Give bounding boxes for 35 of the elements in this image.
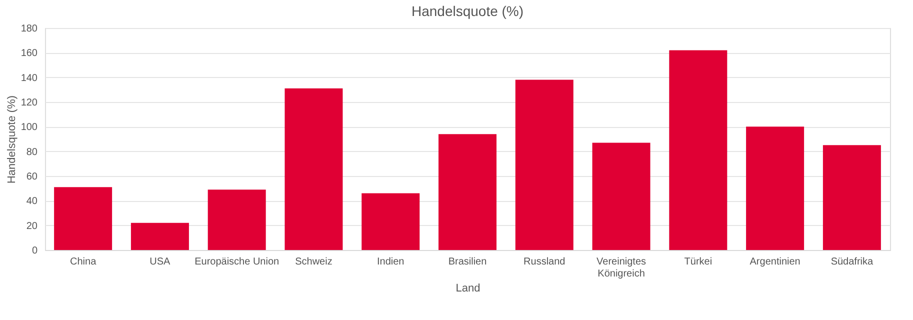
x-tick-label: Südafrika [830, 256, 874, 268]
y-tick-label: 20 [26, 220, 38, 232]
x-tick-label: Schweiz [295, 256, 332, 268]
x-tick-label: Argentinien [750, 256, 800, 268]
bar [362, 193, 420, 250]
y-tick-label: 120 [20, 98, 38, 108]
y-tick-label: 180 [20, 24, 38, 34]
y-tick-label: 100 [20, 122, 38, 134]
y-tick-label: 160 [20, 48, 38, 60]
bar [746, 126, 804, 250]
x-tick-label: Türkei [684, 256, 712, 268]
y-tick-label: 60 [26, 172, 38, 182]
x-axis-title: Land [456, 282, 480, 294]
x-tick-label: Russland [524, 256, 566, 268]
bar [438, 134, 496, 250]
bar [284, 88, 343, 250]
bar [130, 222, 189, 250]
x-tick-label: China [70, 256, 97, 268]
y-tick-label: 80 [26, 146, 38, 158]
y-tick-label: 140 [20, 72, 38, 84]
bar [54, 187, 112, 250]
x-tick-label: Europäische Union [194, 256, 280, 268]
bar [822, 145, 881, 250]
y-axis-title: Handelsquote (%) [6, 95, 18, 184]
y-tick-label: 0 [32, 246, 38, 256]
x-tick-label: Vereinigtes Königreich [596, 256, 646, 280]
x-tick-label: Brasilien [448, 256, 487, 268]
bar [592, 142, 650, 250]
x-tick-label: Indien [376, 256, 404, 268]
chart-title: Handelsquote (%) [411, 3, 524, 19]
bar [669, 50, 728, 250]
bar [208, 190, 266, 250]
y-tick-label: 40 [26, 196, 38, 208]
bar [515, 80, 574, 250]
x-tick-label: USA [150, 256, 171, 268]
